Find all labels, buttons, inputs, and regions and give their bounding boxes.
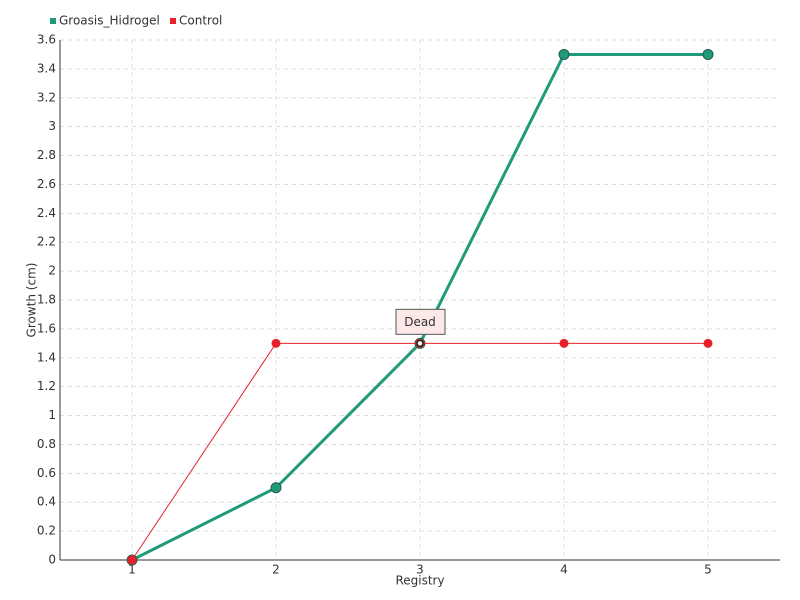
x-tick-label: 1 xyxy=(128,563,136,577)
y-tick-label: 3.2 xyxy=(37,90,56,104)
y-tick-label: 3.6 xyxy=(37,33,56,47)
annotation-text: Dead xyxy=(404,315,436,329)
data-point xyxy=(702,48,714,60)
legend-swatch xyxy=(50,18,56,24)
y-tick-label: 0.2 xyxy=(37,524,56,538)
data-point xyxy=(270,482,282,494)
y-tick-label: 2.8 xyxy=(37,148,56,162)
data-point xyxy=(127,555,137,565)
data-point xyxy=(271,338,281,348)
y-tick-label: 0.8 xyxy=(37,437,56,451)
y-tick-label: 2.2 xyxy=(37,235,56,249)
y-tick-label: 0.4 xyxy=(37,495,56,509)
data-point xyxy=(703,338,713,348)
y-tick-label: 3 xyxy=(48,119,56,133)
y-tick-label: 0 xyxy=(48,553,56,567)
y-tick-label: 1.4 xyxy=(37,350,56,364)
x-tick-label: 4 xyxy=(560,563,568,577)
data-point xyxy=(558,48,570,60)
x-tick-label: 5 xyxy=(704,563,712,577)
y-tick-label: 1 xyxy=(48,408,56,422)
y-tick-label: 0.6 xyxy=(37,466,56,480)
legend-label: Groasis_Hidrogel xyxy=(59,14,160,28)
x-tick-label: 3 xyxy=(416,563,424,577)
y-tick-label: 1.6 xyxy=(37,321,56,335)
annotation-box xyxy=(395,308,446,335)
y-tick-label: 2 xyxy=(48,264,56,278)
data-point xyxy=(559,338,569,348)
y-axis-label: Growth (cm) xyxy=(25,263,39,338)
annotation-marker xyxy=(416,339,424,348)
y-tick-label: 2.4 xyxy=(37,206,56,220)
x-axis-label: Registry xyxy=(395,574,444,588)
legend-label: Control xyxy=(179,14,222,28)
y-tick-label: 1.8 xyxy=(37,293,56,307)
legend-swatch xyxy=(170,18,176,24)
x-tick-label: 2 xyxy=(272,563,280,577)
y-tick-label: 2.6 xyxy=(37,177,56,191)
y-tick-label: 3.4 xyxy=(37,61,56,75)
y-tick-label: 1.2 xyxy=(37,379,56,393)
